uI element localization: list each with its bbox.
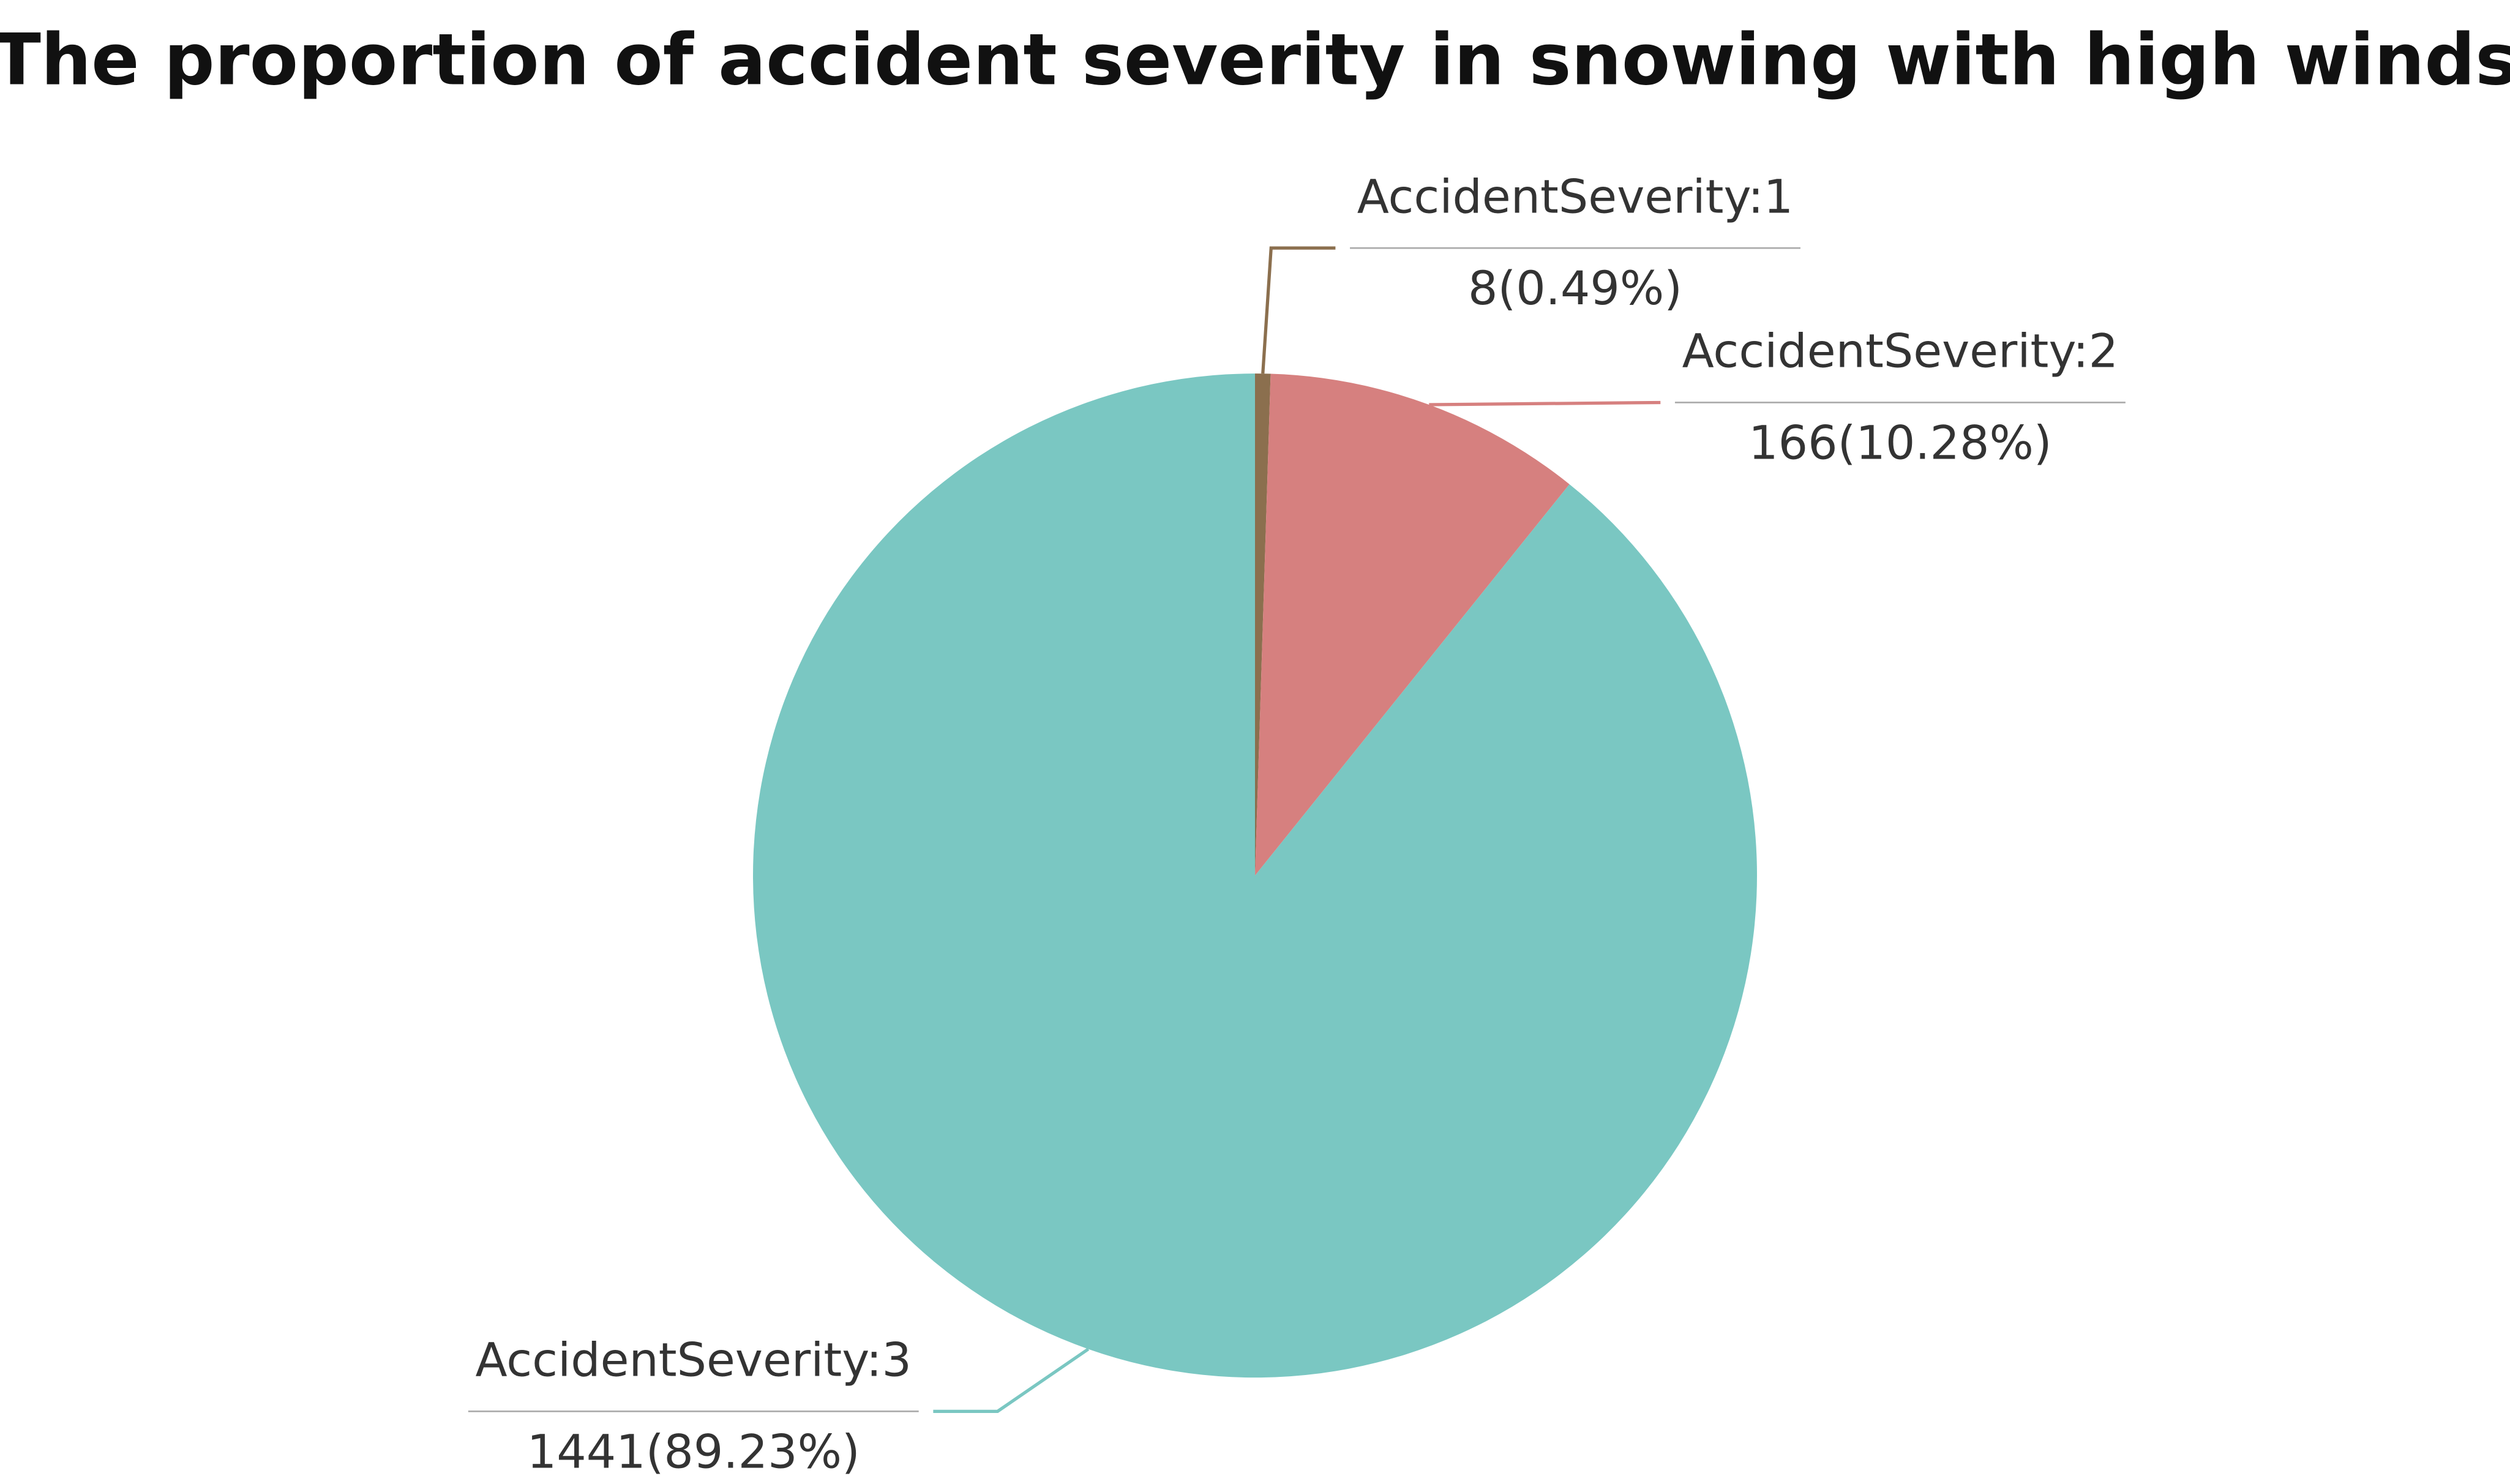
- value-label: 166(10.28%): [1748, 415, 2051, 470]
- chart-title: The proportion of accident severity in s…: [0, 19, 2510, 101]
- leader-line: [1261, 246, 1336, 374]
- pie-slice: [1255, 373, 1570, 876]
- slice-label: AccidentSeverity:3: [475, 1332, 912, 1387]
- slice-label: AccidentSeverity:2: [1682, 324, 2119, 378]
- pie-slice: [1255, 373, 1271, 876]
- leader-line: [933, 1347, 1090, 1413]
- pie-slice: [752, 373, 1757, 1378]
- value-label: 1441(89.23%): [527, 1424, 860, 1478]
- leader-line: [1429, 400, 1661, 407]
- slice-label: AccidentSeverity:1: [1357, 169, 1794, 223]
- value-label: 8(0.49%): [1468, 261, 1682, 315]
